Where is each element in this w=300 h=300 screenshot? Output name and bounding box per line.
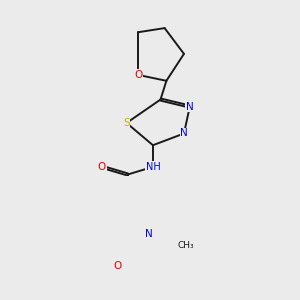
Text: N: N <box>186 102 194 112</box>
Text: N: N <box>180 128 188 139</box>
Text: O: O <box>114 261 122 272</box>
Text: O: O <box>98 162 106 172</box>
Text: N: N <box>145 229 153 239</box>
Text: S: S <box>123 118 130 128</box>
Text: NH: NH <box>146 162 160 172</box>
Text: O: O <box>134 70 142 80</box>
Text: CH₃: CH₃ <box>178 242 194 250</box>
